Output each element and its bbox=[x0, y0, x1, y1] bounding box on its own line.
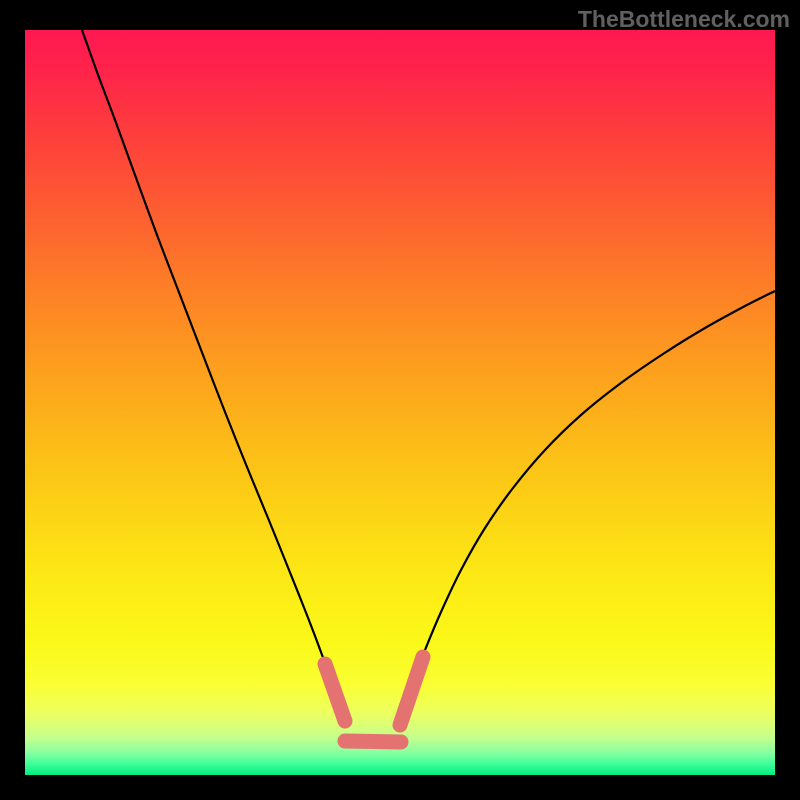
highlight-segment-1 bbox=[345, 741, 401, 742]
chart-svg bbox=[0, 0, 800, 800]
gradient-background bbox=[25, 30, 775, 775]
